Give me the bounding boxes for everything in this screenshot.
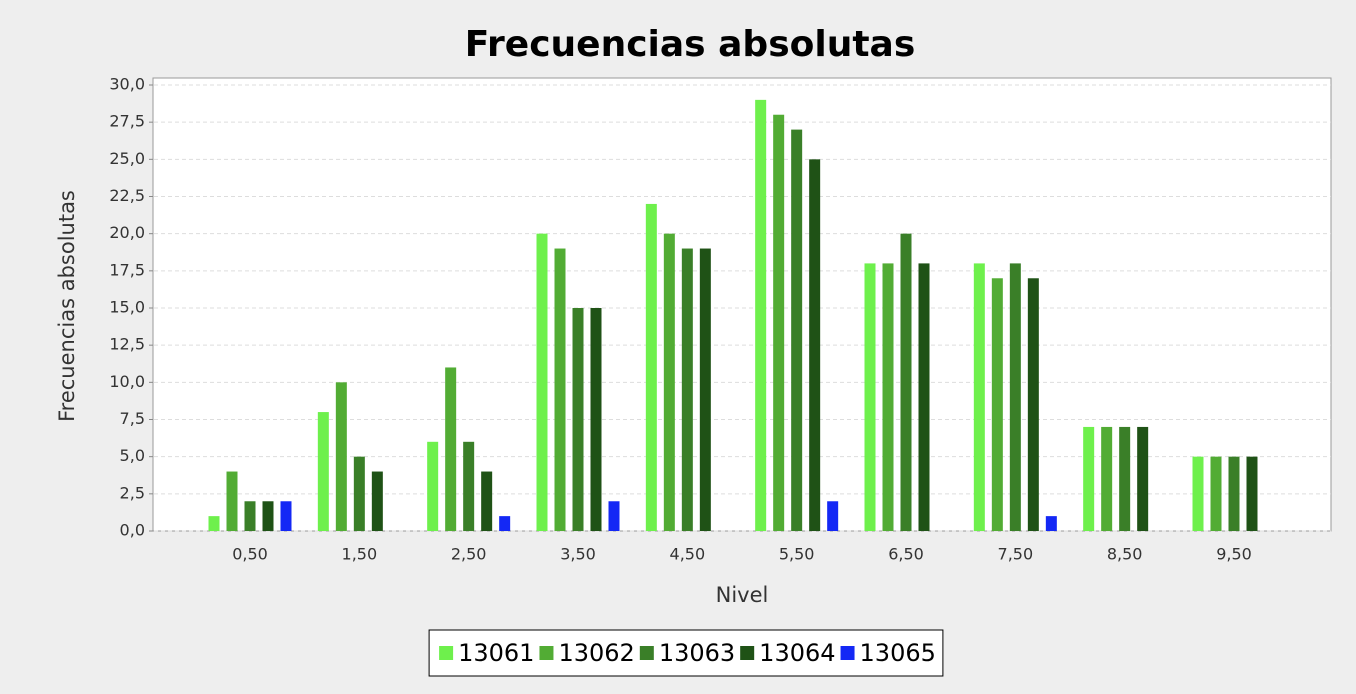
y-axis-label: Frecuencias absolutas [55,190,79,422]
bar [827,501,839,531]
bar [1192,456,1204,531]
x-tick-label: 8,50 [1107,545,1143,564]
bar [1137,426,1149,531]
bar [1101,426,1113,531]
bar [991,278,1003,531]
x-tick-label: 4,50 [670,545,706,564]
legend-label: 13062 [558,639,634,667]
plot-area [152,77,1332,532]
bar [335,382,347,531]
bar [427,441,439,531]
bar [1045,516,1057,531]
bar [317,412,329,531]
bar [371,471,383,531]
bar [554,248,566,532]
bar [572,308,584,531]
bar [882,263,894,531]
bar [1009,263,1021,531]
bar [353,456,365,531]
y-tick-label: 22,5 [109,186,145,205]
bar [445,367,457,531]
y-tick-label: 15,0 [109,298,145,317]
bar [663,233,675,531]
legend-swatch [840,646,855,660]
x-tick-label: 5,50 [779,545,815,564]
y-tick-label: 10,0 [109,372,145,391]
bar [280,501,292,531]
bar [463,441,475,531]
bar [773,114,785,531]
bar [208,516,220,531]
y-tick-label: 17,5 [109,260,145,279]
x-tick-label: 9,50 [1216,545,1252,564]
bar [1083,426,1095,531]
y-tick-label: 0,0 [120,521,145,540]
bar [1119,426,1131,531]
legend-swatch [639,646,654,660]
bar [1210,456,1222,531]
x-tick-label: 2,50 [451,545,487,564]
x-tick-label: 7,50 [998,545,1034,564]
y-tick-label: 12,5 [109,335,145,354]
chart-title: Frecuencias absolutas [465,24,916,65]
bar [791,129,803,531]
bar [608,501,620,531]
y-tick-label: 25,0 [109,149,145,168]
legend-box [428,629,944,677]
y-tick-label: 27,5 [109,112,145,131]
legend-label: 13063 [659,639,735,667]
bar [681,248,693,532]
bar [1246,456,1258,531]
y-tick-label: 2,5 [120,483,145,502]
bar [226,471,238,531]
x-axis-label: Nivel [716,583,769,607]
bar [590,308,602,531]
bar [536,233,548,531]
y-tick-label: 30,0 [109,75,145,94]
x-tick-label: 6,50 [888,545,924,564]
bar [864,263,876,531]
bar [699,248,711,532]
y-tick-label: 20,0 [109,223,145,242]
bar [973,263,985,531]
bar [1027,278,1039,531]
bar [918,263,930,531]
bar [900,233,912,531]
bar [262,501,274,531]
bar [755,99,767,531]
bar [645,203,657,531]
legend-label: 13065 [860,639,936,667]
y-tick-label: 7,5 [120,409,145,428]
legend-label: 13061 [458,639,534,667]
bar [481,471,493,531]
bar [244,501,256,531]
y-tick-label: 5,0 [120,446,145,465]
bar [1228,456,1240,531]
bar [499,516,511,531]
legend-swatch [439,646,454,660]
legend-swatch [740,646,755,660]
x-tick-label: 1,50 [342,545,378,564]
legend-swatch [539,646,554,660]
x-tick-label: 3,50 [560,545,596,564]
bar [809,159,821,532]
legend-label: 13064 [759,639,835,667]
x-tick-label: 0,50 [232,545,268,564]
